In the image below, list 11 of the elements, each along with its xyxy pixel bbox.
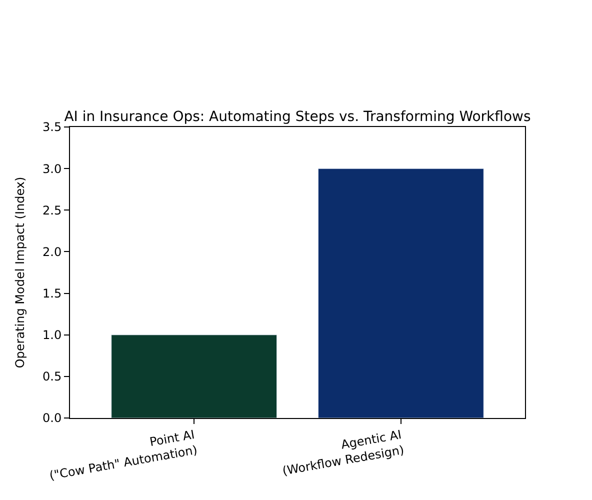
y-tick-label: 3.5 — [42, 120, 62, 134]
x-tick-label: Agentic AI (Workflow Redesign) — [281, 427, 406, 478]
y-tick-label: 0.0 — [42, 411, 62, 426]
y-tick-label: 0.5 — [42, 370, 62, 384]
y-tick-label: 2.0 — [42, 244, 62, 259]
y-tick-label: 3.0 — [42, 162, 62, 176]
y-axis-title: Operating Model Impact (Index) — [12, 176, 27, 368]
y-tick-label: 2.5 — [42, 203, 62, 218]
chart-title: AI in Insurance Ops: Automating Steps vs. Transforming Workflows — [64, 108, 531, 125]
y-tick-label: 1.5 — [42, 286, 62, 300]
y-tick-label: 1.0 — [42, 328, 62, 342]
